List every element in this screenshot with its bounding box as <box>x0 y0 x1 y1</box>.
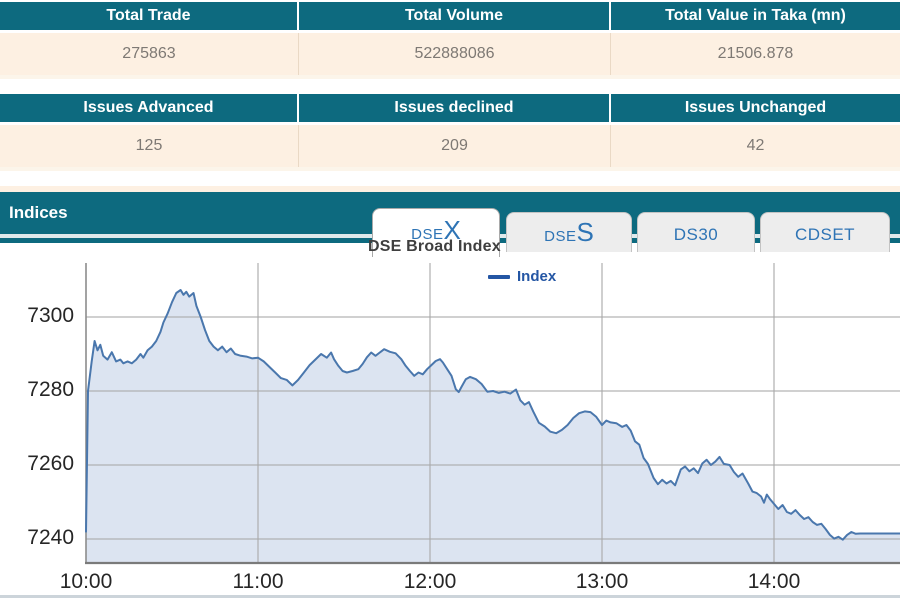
tab-dses-label-prefix: DSE <box>544 228 577 245</box>
tab-cdset-label: CDSET <box>794 225 856 244</box>
index-line <box>85 289 900 541</box>
issues-summary-value-row: 125 209 42 <box>0 125 900 167</box>
total-value-value: 21506.878 <box>717 45 794 62</box>
table-bottom-strip <box>0 167 900 171</box>
tab-dses-label-suffix: S <box>576 217 594 247</box>
trade-summary-value-row: 275863 522888086 21506.878 <box>0 33 900 75</box>
legend-line-icon <box>488 274 510 279</box>
trade-summary-header-row: Total Trade Total Volume Total Value in … <box>0 2 900 30</box>
x-tick-label: 14:00 <box>747 570 801 593</box>
index-area-fill <box>86 290 900 563</box>
x-tick-label: 11:00 <box>232 570 284 593</box>
issues-summary-table: Issues Advanced Issues declined Issues U… <box>0 94 900 171</box>
index-series-legend[interactable]: Index <box>488 268 556 285</box>
price-chart <box>85 263 900 565</box>
y-tick-label: 7260 <box>27 452 74 475</box>
x-tick-label: 12:00 <box>403 570 457 593</box>
table-bottom-strip <box>0 75 900 79</box>
x-tick-label: 10:00 <box>59 570 113 593</box>
x-tick-label: 13:00 <box>575 570 629 593</box>
index-chart-area: Index 7240 7260 7280 7300 10:00 11:00 12:00 13… <box>0 243 900 600</box>
legend-label: Index <box>517 268 557 285</box>
cream-divider-strip <box>0 186 900 192</box>
y-tick-label: 7280 <box>27 378 74 401</box>
total-trade-header: Total Trade <box>0 2 299 30</box>
issues-declined-value: 209 <box>299 125 611 167</box>
tab-dsex[interactable]: DSE X <box>372 208 500 257</box>
issues-advanced-header: Issues Advanced <box>0 94 299 122</box>
issues-summary-header-row: Issues Advanced Issues declined Issues U… <box>0 94 900 122</box>
divider <box>0 122 900 125</box>
tab-dsex-label-suffix: X <box>443 215 461 245</box>
indices-section-title: Indices <box>9 203 68 222</box>
y-tick-label: 7240 <box>27 526 74 549</box>
issues-unchanged-value: 42 <box>746 137 765 154</box>
divider <box>0 30 900 33</box>
tab-dsex-label-prefix: DSE <box>411 226 444 243</box>
page-bottom-border <box>0 595 900 598</box>
tab-cdset[interactable]: CDSET <box>760 212 890 252</box>
tab-ds30-label: DS30 <box>673 225 719 244</box>
total-trade-value: 275863 <box>0 33 299 75</box>
total-volume-value: 522888086 <box>299 33 611 75</box>
tab-dses[interactable]: DSE S <box>506 212 632 252</box>
total-volume-header: Total Volume <box>299 2 611 30</box>
trade-summary-table: Total Trade Total Volume Total Value in … <box>0 2 900 79</box>
total-value-header: Total Value in Taka (mn) <box>665 7 846 24</box>
chart-title: DSE Broad Index <box>368 238 501 255</box>
y-tick-label: 7300 <box>27 304 74 327</box>
issues-advanced-value: 125 <box>0 125 299 167</box>
issues-declined-header: Issues declined <box>299 94 611 122</box>
issues-unchanged-header: Issues Unchanged <box>684 99 827 116</box>
tab-ds30[interactable]: DS30 <box>637 212 755 252</box>
